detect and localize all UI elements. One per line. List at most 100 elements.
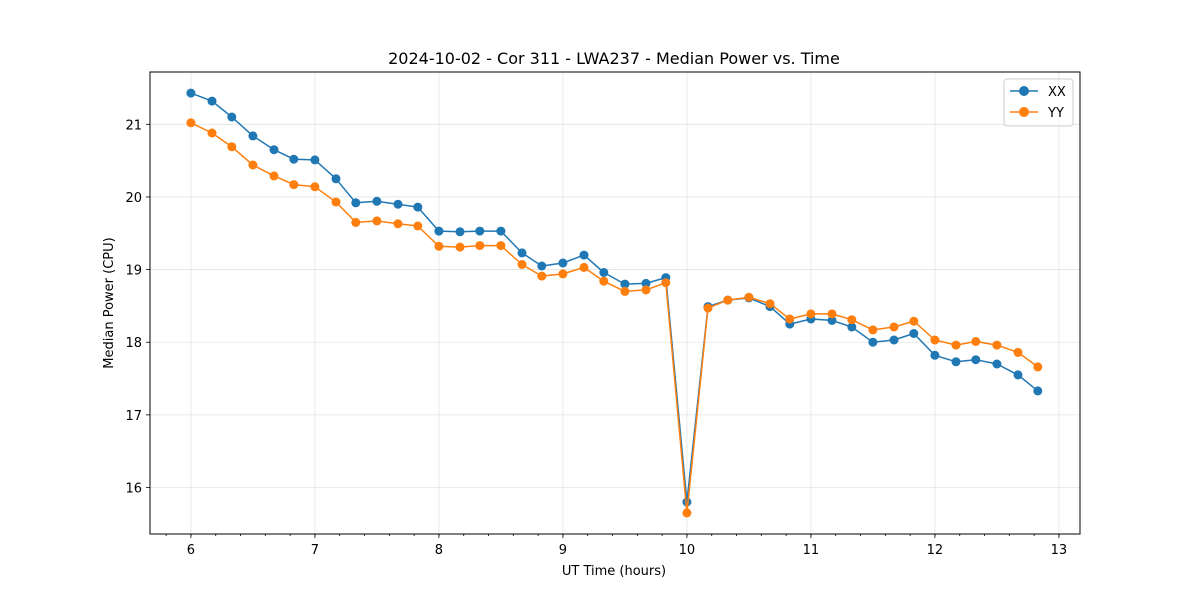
data-point-xx — [517, 248, 527, 258]
y-tick-label: 16 — [125, 482, 142, 497]
x-axis-label: UT Time (hours) — [562, 564, 666, 579]
data-point-yy — [537, 271, 547, 281]
data-point-xx — [248, 131, 258, 141]
data-point-xx — [1013, 370, 1023, 380]
data-point-xx — [847, 322, 857, 332]
x-tick-label: 10 — [679, 543, 696, 558]
data-point-yy — [868, 325, 878, 335]
data-point-yy — [889, 322, 899, 332]
data-point-xx — [909, 329, 919, 338]
x-tick-label: 13 — [1051, 543, 1068, 558]
series-layer — [186, 88, 1043, 518]
legend-marker-yy — [1019, 107, 1029, 117]
data-point-yy — [207, 128, 217, 138]
data-point-xx — [971, 355, 981, 365]
data-point-yy — [909, 316, 919, 326]
x-tick-label: 9 — [559, 543, 567, 558]
data-point-yy — [496, 241, 506, 251]
data-point-xx — [951, 357, 961, 367]
data-point-xx — [930, 350, 940, 360]
data-point-xx — [620, 279, 630, 289]
data-point-yy — [227, 142, 237, 152]
plot-frame — [149, 71, 1081, 535]
data-point-xx — [207, 96, 217, 106]
legend-label-xx: XX — [1048, 85, 1066, 100]
data-point-xx — [889, 335, 899, 345]
x-tick-label: 7 — [311, 543, 319, 558]
data-point-yy — [289, 180, 299, 190]
data-point-yy — [930, 335, 940, 345]
data-point-yy — [372, 216, 382, 226]
x-tick-label: 11 — [803, 543, 820, 558]
data-point-yy — [393, 219, 403, 229]
y-axis-label: Median Power (CPU) — [102, 237, 117, 368]
data-point-xx — [827, 315, 837, 325]
data-point-yy — [579, 262, 589, 272]
data-point-yy — [785, 314, 795, 324]
data-point-xx — [372, 196, 382, 206]
data-point-xx — [331, 174, 341, 184]
data-point-xx — [682, 497, 692, 507]
data-point-yy — [806, 309, 816, 319]
data-point-yy — [558, 269, 568, 279]
data-point-yy — [765, 299, 775, 309]
data-point-yy — [723, 295, 733, 305]
data-point-yy — [641, 285, 651, 295]
data-point-xx — [475, 226, 485, 236]
data-point-xx — [186, 88, 196, 98]
legend-label-yy: YY — [1047, 106, 1064, 121]
y-axis-ticks: 16 17 18 19 20 21 — [125, 118, 150, 497]
data-point-xx — [269, 145, 279, 155]
data-point-yy — [951, 340, 961, 350]
data-point-xx — [1033, 386, 1043, 396]
grid — [150, 72, 1080, 534]
data-point-yy — [186, 118, 196, 128]
data-point-xx — [434, 226, 444, 236]
data-point-yy — [475, 241, 485, 251]
data-point-yy — [310, 182, 320, 192]
data-point-yy — [661, 278, 671, 288]
y-tick-label: 19 — [125, 264, 142, 279]
data-point-yy — [331, 197, 341, 207]
data-point-yy — [703, 303, 713, 313]
data-point-xx — [351, 198, 361, 208]
x-tick-label: 8 — [435, 543, 443, 558]
data-point-xx — [868, 337, 878, 347]
data-point-xx — [455, 227, 465, 237]
data-point-yy — [744, 292, 754, 302]
data-point-xx — [393, 199, 403, 209]
data-point-xx — [289, 154, 299, 164]
data-point-yy — [413, 221, 423, 231]
chart-title: 2024-10-02 - Cor 311 - LWA237 - Median P… — [388, 49, 840, 68]
data-point-yy — [248, 160, 258, 170]
x-tick-label: 12 — [927, 543, 944, 558]
data-point-yy — [351, 217, 361, 227]
data-point-yy — [847, 315, 857, 325]
y-tick-label: 20 — [125, 191, 142, 206]
data-point-xx — [641, 278, 651, 288]
data-point-yy — [971, 337, 981, 346]
data-point-yy — [1033, 362, 1043, 372]
data-point-xx — [579, 250, 589, 260]
data-point-yy — [682, 508, 692, 518]
data-point-yy — [992, 340, 1002, 350]
y-tick-label: 18 — [125, 336, 142, 351]
data-point-yy — [455, 242, 465, 252]
data-point-xx — [599, 268, 609, 277]
data-point-yy — [434, 241, 444, 251]
data-point-yy — [517, 260, 527, 269]
data-point-xx — [558, 258, 568, 268]
data-point-yy — [599, 276, 609, 286]
legend-marker-xx — [1019, 86, 1029, 96]
data-point-yy — [620, 286, 630, 296]
data-point-xx — [537, 261, 547, 271]
x-tick-label: 6 — [187, 543, 195, 558]
y-tick-label: 17 — [125, 409, 142, 424]
data-point-xx — [992, 359, 1002, 369]
data-point-xx — [413, 202, 423, 212]
data-point-yy — [1013, 347, 1023, 357]
data-point-yy — [827, 309, 837, 319]
data-point-yy — [269, 171, 279, 181]
